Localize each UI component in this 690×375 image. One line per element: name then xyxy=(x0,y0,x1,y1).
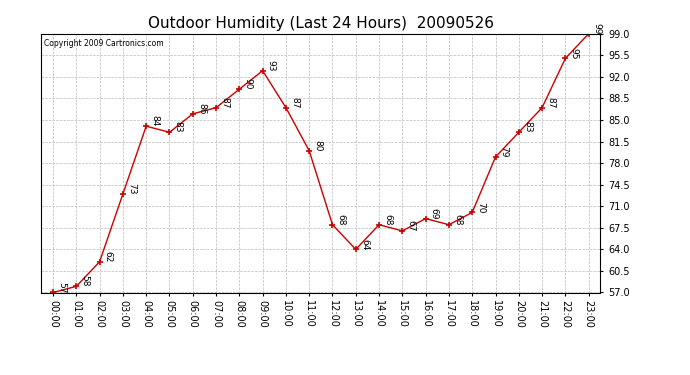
Text: 64: 64 xyxy=(360,238,369,250)
Text: 90: 90 xyxy=(244,78,253,90)
Text: 87: 87 xyxy=(290,97,299,108)
Text: 67: 67 xyxy=(406,220,415,231)
Text: 68: 68 xyxy=(337,214,346,225)
Text: 83: 83 xyxy=(174,122,183,133)
Text: 57: 57 xyxy=(57,282,66,293)
Text: 62: 62 xyxy=(104,251,112,262)
Text: Copyright 2009 Cartronics.com: Copyright 2009 Cartronics.com xyxy=(44,39,164,48)
Text: 87: 87 xyxy=(546,97,555,108)
Text: 95: 95 xyxy=(569,48,578,59)
Text: 80: 80 xyxy=(313,140,322,152)
Text: 68: 68 xyxy=(453,214,462,225)
Text: 70: 70 xyxy=(476,201,485,213)
Text: 87: 87 xyxy=(220,97,229,108)
Text: 86: 86 xyxy=(197,103,206,114)
Text: 83: 83 xyxy=(523,122,532,133)
Text: 99: 99 xyxy=(593,23,602,34)
Text: 79: 79 xyxy=(500,146,509,158)
Title: Outdoor Humidity (Last 24 Hours)  20090526: Outdoor Humidity (Last 24 Hours) 2009052… xyxy=(148,16,494,31)
Text: 84: 84 xyxy=(150,116,159,127)
Text: 58: 58 xyxy=(81,276,90,287)
Text: 68: 68 xyxy=(383,214,392,225)
Text: 73: 73 xyxy=(127,183,136,195)
Text: 93: 93 xyxy=(267,60,276,71)
Text: 69: 69 xyxy=(430,208,439,219)
